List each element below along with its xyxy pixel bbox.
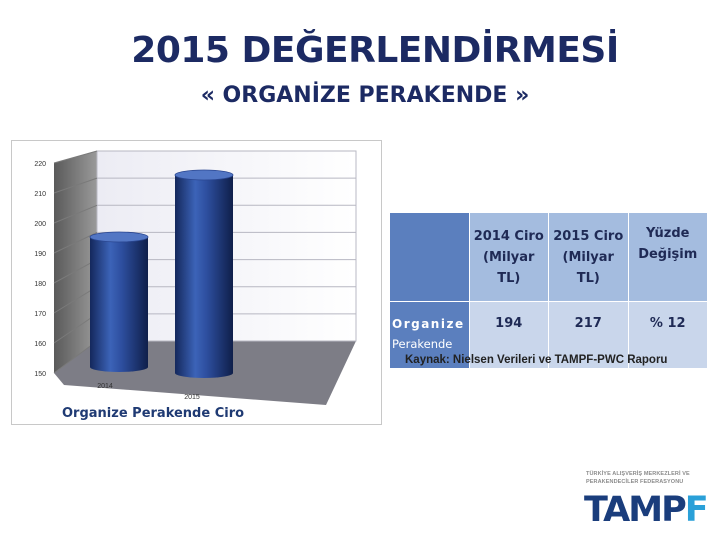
table-header-row: 2014 Ciro (Milyar TL) 2015 Ciro (Milyar … <box>389 212 708 302</box>
header-line: (Milyar <box>483 249 535 265</box>
header-line: Değişim <box>638 247 698 262</box>
gridline <box>53 340 98 374</box>
y-tick-label: 170 <box>34 311 46 318</box>
federation-name-line: TÜRKİYE ALIŞVERİŞ MERKEZLERİ VE <box>586 471 690 477</box>
y-tick-label: 190 <box>34 251 46 258</box>
y-tick-label: 200 <box>34 221 46 228</box>
table-corner-cell <box>389 212 470 302</box>
gridline <box>53 231 98 254</box>
row-label: Organize Perakende <box>389 301 470 369</box>
logo-accent-letter: F <box>684 490 709 530</box>
y-tick-label: 220 <box>34 161 46 168</box>
gridline <box>53 150 98 164</box>
page-subtitle: « ORGANİZE PERAKENDE » <box>200 83 530 108</box>
y-tick-label: 160 <box>34 341 46 348</box>
table-row: Organize Perakende 194 217 % 12 <box>389 301 708 369</box>
chart-canvas: 150 160 170 180 190 200 210 220 2014 2015 <box>34 150 357 405</box>
gridline <box>53 286 98 314</box>
logo-word: TAMP <box>584 490 687 530</box>
chart-side-wall <box>54 151 97 373</box>
header-line: (Milyar <box>562 249 614 265</box>
y-tick-label: 150 <box>34 371 46 378</box>
column-header: 2014 Ciro (Milyar TL) <box>468 212 549 302</box>
gridline <box>53 177 98 194</box>
bar-cylinder-top <box>174 169 234 181</box>
header-line: TL) <box>497 270 521 286</box>
bar-cylinder-top <box>89 231 149 243</box>
bar-cylinder <box>175 175 233 378</box>
federation-name: TÜRKİYE ALIŞVERİŞ MERKEZLERİ VE PERAKEND… <box>586 470 711 486</box>
y-tick-label: 210 <box>34 191 46 198</box>
page-title: 2015 DEĞERLENDİRMESİ <box>131 30 619 71</box>
header-line: 2015 Ciro <box>553 228 624 244</box>
header-line: 2014 Ciro <box>473 228 544 244</box>
row-label-line: Perakende <box>392 337 453 351</box>
column-header: 2015 Ciro (Milyar TL) <box>548 212 629 302</box>
x-tick-label: 2014 <box>97 383 113 390</box>
table-cell: % 12 <box>627 301 708 369</box>
row-label-line: Organize <box>392 317 465 331</box>
header-line: Yüzde <box>646 226 690 241</box>
gridline <box>53 259 98 284</box>
bar-cylinder <box>90 237 148 372</box>
chart-caption: Organize Perakende Ciro <box>62 406 245 421</box>
bar-chart: 150 160 170 180 190 200 210 220 2014 2015 Organiz… <box>11 140 382 425</box>
tampf-logo: TAMPF <box>584 490 709 530</box>
federation-name-line: PERAKENDECİLER FEDERASYONU <box>586 479 684 485</box>
y-tick-label: 180 <box>34 281 46 288</box>
source-note: Kaynak: Nielsen Verileri ve TAMPF-PWC Ra… <box>405 354 668 366</box>
header-line: TL) <box>576 270 600 286</box>
x-tick-label: 2015 <box>184 394 200 401</box>
ciro-table: 2014 Ciro (Milyar TL) 2015 Ciro (Milyar … <box>389 212 708 369</box>
gridline <box>53 204 98 224</box>
column-header: Yüzde Değişim <box>627 212 708 302</box>
gridline <box>53 313 98 344</box>
